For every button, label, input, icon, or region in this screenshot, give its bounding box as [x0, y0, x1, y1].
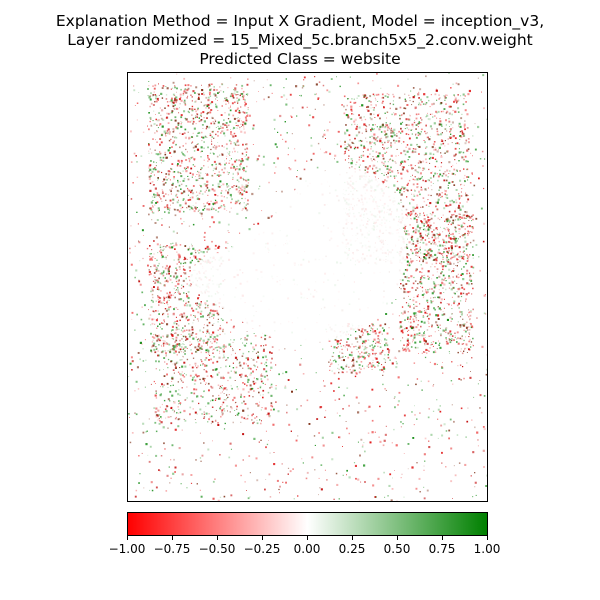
attribution-heatmap-bird-icon [128, 73, 487, 501]
title-line-layer: Layer randomized = 15_Mixed_5c.branch5x5… [67, 31, 533, 49]
colorbar-tick-label: −0.25 [243, 542, 281, 556]
colorbar-tick-label: −0.50 [198, 542, 236, 556]
attribution-heatmap [127, 72, 488, 502]
figure-title: Explanation Method = Input X Gradient, M… [0, 12, 600, 69]
bird-silhouette [189, 168, 413, 345]
colorbar-tick-label: 1.00 [473, 542, 501, 556]
colorbar [127, 512, 488, 536]
colorbar-tick-label: 0.50 [383, 542, 411, 556]
colorbar-tick-label: 0.75 [428, 542, 456, 556]
colorbar-tick-label: −1.00 [108, 542, 146, 556]
colorbar-tick-label: −0.75 [153, 542, 191, 556]
colorbar-ticks: −1.00 −0.75 −0.50 −0.25 0.00 0.25 0.50 0.75 1.00 [109, 536, 500, 566]
colorbar-tick-label: 0.00 [293, 542, 321, 556]
colorbar-tick-label: 0.25 [338, 542, 366, 556]
title-line-method: Explanation Method = Input X Gradient, M… [55, 12, 545, 30]
title-line-class: Predicted Class = website [199, 50, 401, 68]
